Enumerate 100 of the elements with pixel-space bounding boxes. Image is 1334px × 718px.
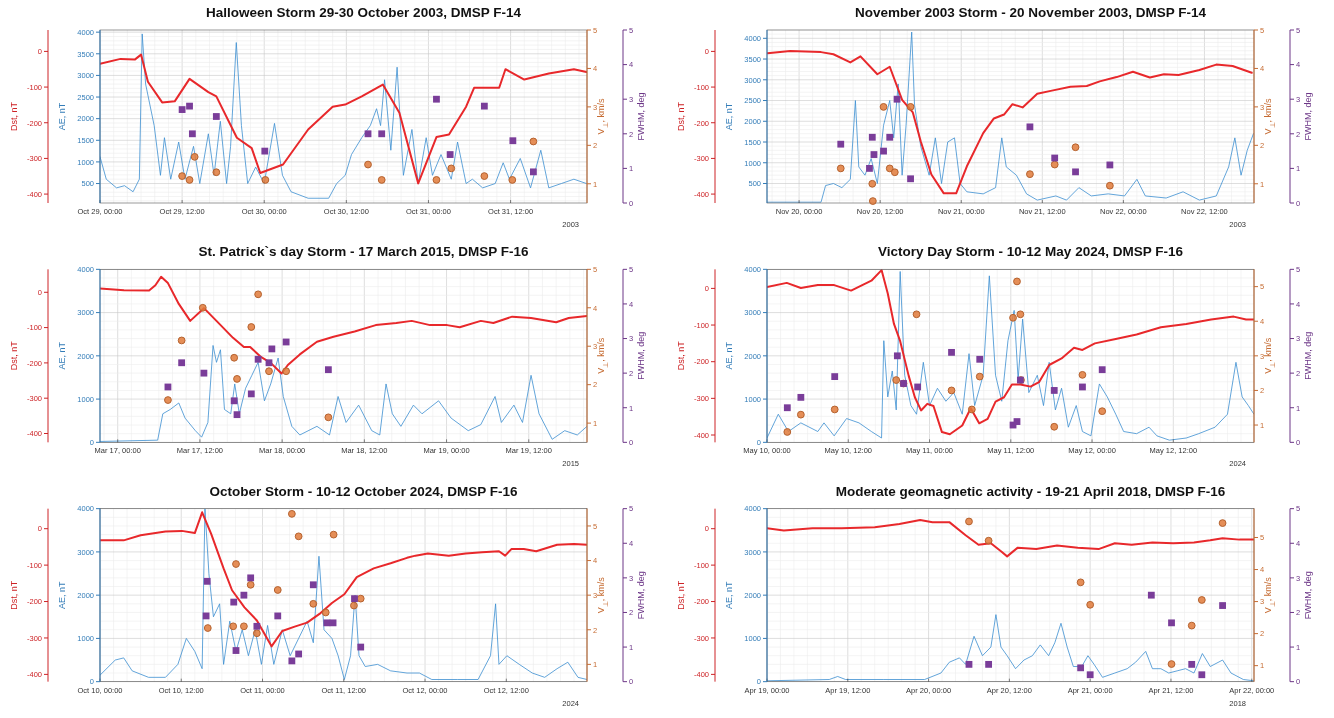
point — [288, 657, 296, 665]
point — [965, 660, 973, 668]
point — [294, 532, 303, 541]
point — [509, 137, 517, 145]
point — [529, 137, 538, 146]
point — [508, 176, 517, 184]
point — [190, 152, 199, 161]
point — [866, 165, 873, 172]
point — [975, 372, 984, 381]
point — [247, 390, 255, 398]
point — [1105, 181, 1114, 190]
point — [948, 348, 955, 356]
chart-title: Victory Day Storm - 10-12 May 2024, DMSP F-16 — [878, 244, 1184, 260]
point — [185, 176, 194, 184]
point — [212, 113, 220, 120]
point — [329, 530, 338, 539]
point — [1016, 310, 1025, 319]
point — [268, 345, 276, 353]
line-series — [100, 53, 587, 185]
point — [1013, 277, 1021, 286]
point — [247, 323, 256, 331]
point — [253, 622, 261, 630]
point — [1079, 383, 1086, 391]
point — [188, 130, 196, 138]
chart-title: November 2003 Storm - 20 November 2003, DMSP F-14 — [855, 5, 1207, 20]
point — [295, 650, 303, 658]
point — [230, 598, 238, 606]
point — [282, 367, 291, 376]
point — [309, 599, 318, 608]
chart-title: Moderate geomagnetic activity - 19-21 April 2018, DMSP F-16 — [835, 483, 1226, 499]
point — [254, 290, 263, 299]
y2-axis-title: AE, nT — [724, 102, 734, 131]
point — [247, 574, 255, 582]
y2-axis-title: FWHM, deg — [636, 571, 646, 620]
point — [321, 608, 330, 617]
point — [868, 179, 877, 188]
point — [830, 405, 839, 414]
point — [985, 660, 993, 668]
point — [261, 147, 269, 155]
point — [230, 397, 238, 405]
y2-axis-title: FWHM, deg — [1303, 92, 1313, 141]
point — [797, 393, 805, 401]
point — [287, 509, 296, 518]
point — [377, 176, 386, 184]
point — [252, 629, 261, 638]
point — [178, 359, 186, 367]
point — [200, 369, 208, 377]
point — [965, 517, 973, 526]
point — [364, 160, 372, 169]
point — [356, 594, 365, 603]
point — [870, 151, 878, 158]
point — [232, 647, 240, 654]
point — [178, 106, 186, 113]
point — [1098, 407, 1107, 416]
line-series — [767, 518, 1254, 558]
point — [1050, 422, 1059, 431]
line-series — [100, 275, 587, 375]
point — [1167, 660, 1176, 668]
point — [324, 413, 333, 422]
point — [893, 95, 901, 103]
point — [530, 168, 537, 176]
point — [232, 560, 240, 568]
point — [976, 355, 984, 363]
point — [783, 404, 791, 412]
point — [261, 176, 270, 184]
point — [1071, 143, 1080, 152]
point — [274, 612, 282, 620]
point — [906, 102, 915, 111]
point — [837, 140, 845, 148]
point — [783, 428, 792, 436]
y2-axis-title: FWHM, deg — [636, 331, 646, 380]
line-series — [100, 508, 587, 680]
point — [1147, 591, 1155, 599]
point — [324, 366, 332, 374]
chart-title: Halloween Storm 29-30 October 2003, DMSP F-14 — [206, 5, 522, 20]
point — [1051, 154, 1059, 162]
point — [796, 410, 805, 419]
point — [947, 386, 956, 395]
line-series — [767, 31, 1254, 203]
point — [273, 586, 282, 594]
y-axis-title: Dst, nT — [676, 580, 686, 610]
point — [229, 622, 238, 631]
y-axis-title: Dst, nT — [676, 101, 686, 132]
point — [432, 176, 441, 184]
point — [1076, 578, 1085, 587]
point — [233, 375, 241, 383]
point — [433, 95, 440, 103]
point — [984, 536, 993, 545]
point — [1077, 664, 1085, 672]
point — [447, 164, 456, 173]
point — [1026, 170, 1034, 179]
point — [230, 353, 239, 362]
y-axis-title: Dst, nT — [676, 340, 686, 371]
y2-axis-title: AE, nT — [724, 580, 734, 609]
point — [893, 352, 901, 360]
point — [1050, 387, 1058, 394]
y2-axis-title: AE, nT — [724, 341, 734, 370]
point — [364, 130, 372, 138]
chart-title: St. Patrick`s day Storm - 17 March 2015, DMSP F-16 — [198, 244, 529, 260]
point — [1197, 596, 1206, 604]
